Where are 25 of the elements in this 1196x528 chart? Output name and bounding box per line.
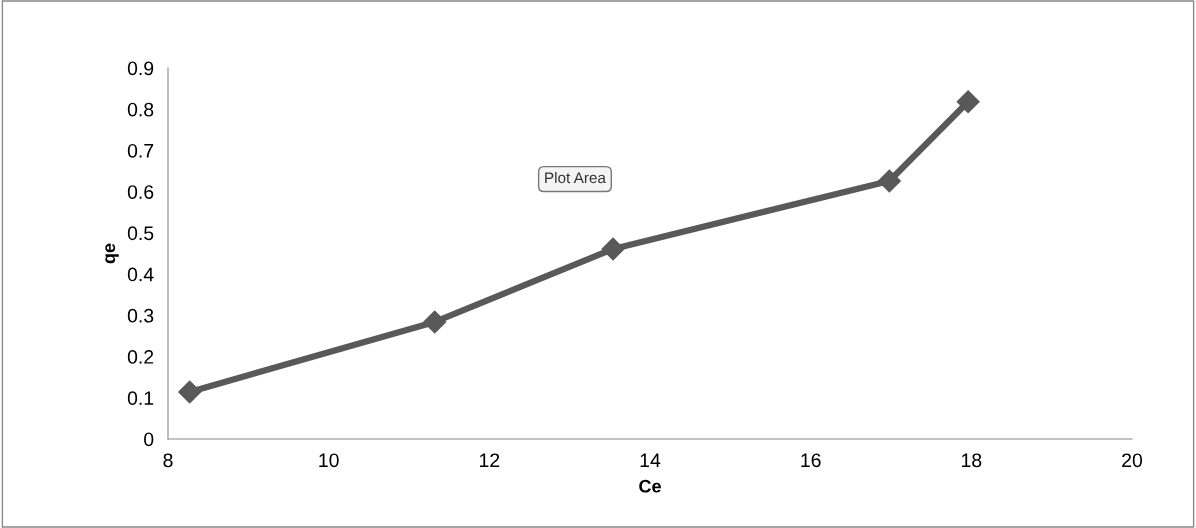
x-tick-label: 14 <box>640 453 661 467</box>
point <box>956 90 980 114</box>
y-tick-label: 0.9 <box>127 61 154 76</box>
point <box>178 380 202 404</box>
y-tick-label: 0.7 <box>127 143 154 158</box>
y-tick-label: 0.3 <box>127 308 154 323</box>
x-tick-label: 16 <box>801 453 821 468</box>
y-tick-label: 0.6 <box>127 185 154 199</box>
y-tick-label: 0.4 <box>127 267 154 282</box>
x-tick-label: 20 <box>1122 453 1143 468</box>
x-axis-title: Ce <box>639 479 661 493</box>
x-tick-label: 10 <box>319 453 339 468</box>
y-tick-label: 0.2 <box>127 350 154 364</box>
y-tick-label: 0 <box>144 432 154 447</box>
annotation: Plot Area <box>545 171 606 184</box>
y-tick-label: 0.1 <box>127 391 154 406</box>
y-tick-label: 0.8 <box>127 102 154 117</box>
x-tick-label: 8 <box>163 453 173 468</box>
point <box>601 237 625 261</box>
x-tick-label: 18 <box>962 453 982 468</box>
x-tick-label: 12 <box>480 453 500 467</box>
point <box>423 310 447 334</box>
y-tick-label: 0.5 <box>127 226 154 241</box>
point <box>877 169 901 193</box>
y-axis-title: qe <box>105 243 119 264</box>
